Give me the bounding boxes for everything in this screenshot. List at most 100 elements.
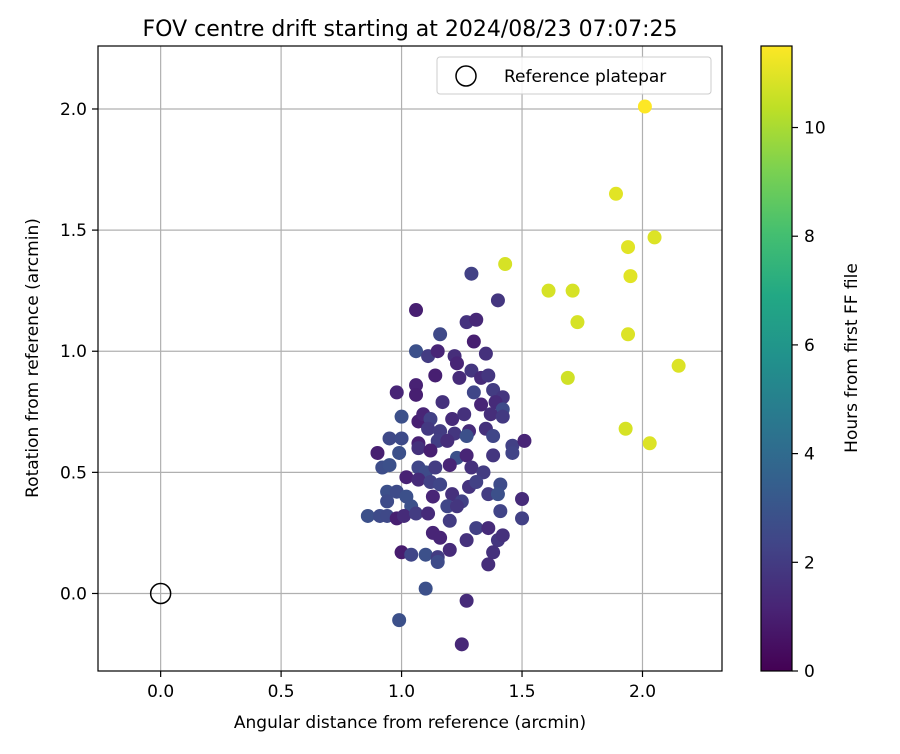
legend: Reference platepar [436,56,712,95]
data-point [440,499,455,514]
data-point [621,327,636,342]
data-point [449,499,464,514]
colorbar-tick-label: 6 [804,336,815,356]
data-point [442,513,457,528]
colorbar-tick-label: 10 [804,119,826,139]
data-point [394,409,409,424]
y-tick-label: 0.0 [60,584,87,604]
colorbar-tick-label: 8 [804,227,815,247]
data-point [380,494,395,509]
data-point [423,443,438,458]
data-point [486,545,501,560]
data-point [560,370,575,385]
data-point [370,445,385,460]
legend-reference-marker [455,65,477,87]
y-tick-label: 1.5 [60,221,87,241]
data-point [418,547,433,562]
data-point [409,303,424,318]
data-point [452,370,467,385]
data-point [459,448,474,463]
x-tick-label: 1.5 [509,682,536,702]
data-point [411,441,426,456]
data-point [399,470,414,485]
data-point [515,492,530,507]
data-point [454,637,469,652]
data-point [430,344,445,359]
x-tick-label: 2.0 [629,682,656,702]
data-point [392,613,407,628]
data-point [481,487,496,502]
colorbar-ticks: 0 2 4 6 8 10 [792,119,826,682]
data-point [464,460,479,475]
reference-platepar-marker [149,582,172,605]
colorbar-tick-label: 4 [804,445,815,465]
data-point [394,431,409,446]
data-point [442,542,457,557]
data-point [481,557,496,572]
data-point [457,407,472,422]
data-point [396,508,411,523]
x-tick-label: 1.0 [388,682,415,702]
y-tick-label: 0.5 [60,463,87,483]
data-point [433,327,448,342]
y-axis-ticks: 0.0 0.5 1.0 1.5 2.0 [60,100,98,604]
data-point [505,445,520,460]
data-point [481,521,496,536]
data-point [411,472,426,487]
x-axis-label: Angular distance from reference (arcmin) [234,713,586,733]
data-point [433,530,448,545]
data-point [570,315,585,330]
data-point [517,433,532,448]
data-point [466,334,481,349]
data-point [637,99,652,114]
data-point [428,460,443,475]
data-point [469,312,484,327]
data-point [392,445,407,460]
data-point [464,363,479,378]
data-point [389,385,404,400]
colorbar [760,45,793,672]
x-axis-ticks: 0.0 0.5 1.0 1.5 2.0 [147,671,656,702]
data-point [459,533,474,548]
reference-layer [149,582,172,605]
data-point [495,528,510,543]
data-point [474,397,489,412]
data-point [647,230,662,245]
data-point [421,421,436,436]
colorbar-tick-label: 0 [804,662,815,682]
data-point [469,521,484,536]
y-tick-label: 2.0 [60,100,87,120]
data-point [466,385,481,400]
data-point [409,387,424,402]
data-point [360,508,375,523]
data-point [621,240,636,255]
legend-box [436,56,712,95]
data-point [382,431,397,446]
data-point [618,421,633,436]
data-point [430,554,445,569]
grid-layer [98,46,722,671]
data-point [459,593,474,608]
data-point [428,368,443,383]
data-point [430,433,445,448]
x-tick-label: 0.5 [268,682,295,702]
data-point [493,504,508,519]
data-point [445,412,460,427]
data-point [565,283,580,298]
data-point [486,429,501,444]
data-point [409,344,424,359]
data-point [464,266,479,281]
data-point [623,269,638,284]
legend-reference-label: Reference platepar [504,67,666,87]
points-layer [360,99,686,652]
data-point [442,458,457,473]
data-point [481,368,496,383]
data-point [608,186,623,201]
data-point [671,358,686,373]
data-point [380,484,395,499]
data-point [425,489,440,504]
x-tick-label: 0.0 [147,682,174,702]
